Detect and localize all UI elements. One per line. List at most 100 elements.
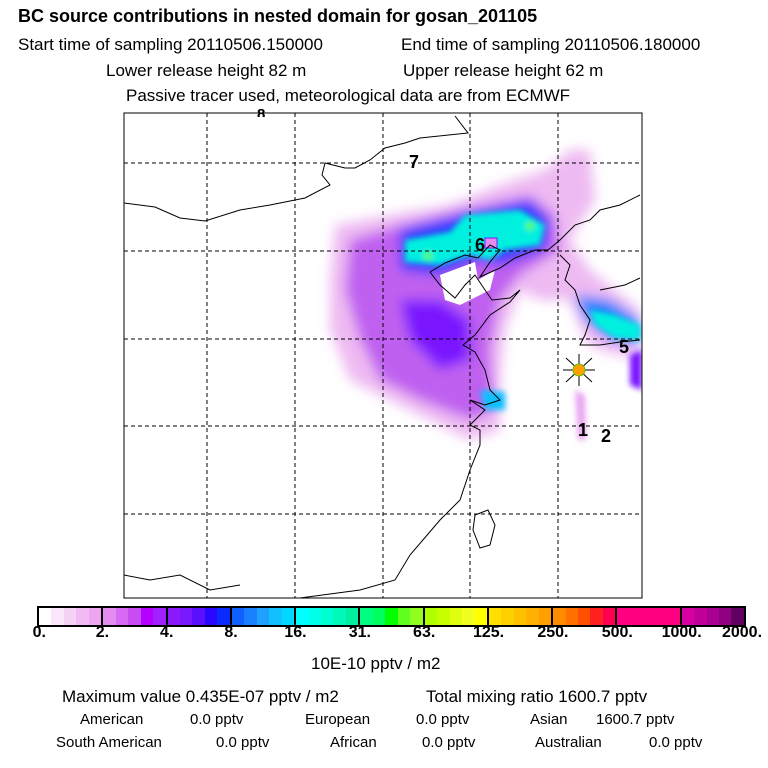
colorbar-tick-label: 31. [348,624,371,641]
colorbar-swatch [256,608,270,625]
colorbar-swatch [501,608,514,625]
colorbar-swatch [140,608,154,625]
colorbar-swatch [333,608,346,625]
concentration-field [330,150,642,440]
colorbar-swatch [360,608,373,625]
colorbar-tick-label: 500. [601,624,633,641]
colorbar-swatch [706,608,720,625]
colorbar-swatch [167,608,180,625]
colorbar-swatch [153,608,168,625]
colorbar-swatch [128,608,141,625]
african-label: African [330,734,377,751]
colorbar-swatch [269,608,282,625]
trajectory-marker-6: 6 [475,235,486,255]
european-label: European [305,711,371,728]
colorbar-swatch [244,608,257,625]
colorbar-swatch [629,608,643,625]
end-time: End time of sampling 20110506.180000 [401,35,701,54]
upper-release-height: Upper release height 62 m [403,61,604,80]
colorbar-swatch [231,608,245,625]
colorbar-swatch [642,608,655,625]
colorbar-tick-label: 63. [413,624,436,641]
maximum-value: Maximum value 0.435E-07 pptv / m2 [62,687,339,706]
colorbar-swatch [115,608,129,625]
colorbar-swatch [437,608,450,625]
colorbar-swatch [488,608,502,625]
colorbar-swatch [204,608,218,625]
colorbar-swatch [372,608,386,625]
colorbar-swatch [617,608,630,625]
colorbar-tick-label: 2000. [721,624,763,641]
plot-title: BC source contributions in nested domain… [18,6,538,26]
colorbar-swatch [526,608,539,625]
receptor-star-icon [563,354,595,386]
colorbar-tick-label: 250. [537,624,569,641]
asian-value: 1600.7 pptv [596,711,675,728]
trajectory-marker-8: 8 [257,106,266,117]
south-american-label: South American [56,734,162,751]
map-frame [123,112,643,599]
colorbar-tick-label: 125. [472,624,505,641]
colorbar-swatch [719,608,732,625]
african-value: 0.0 pptv [422,734,476,751]
colorbar-swatch [410,608,425,625]
colorbar-swatch [553,608,566,625]
start-time: Start time of sampling 20110506.150000 [18,35,323,54]
asian-label: Asian [530,711,568,728]
colorbar-swatch [192,608,205,625]
trajectory-marker-1: 1 [578,420,589,440]
colorbar-swatch [39,608,52,625]
colorbar-swatch [538,608,554,625]
lower-release-height: Lower release height 82 m [106,61,307,80]
south-american-value: 0.0 pptv [216,734,270,751]
colorbar-swatch [681,608,695,625]
colorbar-swatch [281,608,297,625]
colorbar-swatch [320,608,334,625]
sea-gap [440,262,495,305]
australian-value: 0.0 pptv [649,734,703,751]
colorbar-swatch [63,608,77,625]
colorbar-unit: 10E-10 pptv / m2 [311,654,441,673]
coastlines [124,115,641,598]
total-mixing-ratio: Total mixing ratio 1600.7 pptv [426,687,648,706]
colorbar-swatch [424,608,438,625]
european-value: 0.0 pptv [416,711,470,728]
colorbar-swatch [667,608,682,625]
colorbar-tick-label: 0. [32,624,47,641]
colorbar-swatch [397,608,411,625]
colorbar-swatch [51,608,64,625]
trajectory-marker-2: 2 [601,426,612,446]
colorbar-swatch [179,608,193,625]
colorbar-tick-label: 2. [95,624,110,641]
colorbar-swatch [296,608,309,625]
colorbar-swatch [513,608,527,625]
colorbar-swatch [474,608,489,625]
colorbar-swatch [217,608,232,625]
graticule [124,113,642,598]
colorbar-swatch [88,608,104,625]
colorbar-swatch [694,608,707,625]
colorbar-swatch [731,608,744,625]
colorbar-tick-label: 8. [224,624,238,641]
tracer-note: Passive tracer used, meteorological data… [126,86,571,105]
trajectory-marker-7: 7 [409,152,420,172]
colorbar-swatch [461,608,475,625]
colorbar-tick-label: 4. [160,624,174,641]
australian-label: Australian [535,734,602,751]
colorbar-swatch [385,608,398,625]
colorbar-swatch [76,608,89,625]
colorbar [37,606,746,627]
colorbar-swatch [103,608,116,625]
colorbar-tick-label: 1000. [661,624,702,641]
colorbar-swatch [578,608,591,625]
colorbar-swatch [602,608,618,625]
colorbar-swatch [590,608,603,625]
colorbar-swatch [449,608,462,625]
colorbar-swatch [654,608,668,625]
colorbar-tick-label: 16. [284,624,307,641]
colorbar-swatch [345,608,361,625]
trajectory-marker-5: 5 [619,337,630,357]
american-value: 0.0 pptv [190,711,244,728]
